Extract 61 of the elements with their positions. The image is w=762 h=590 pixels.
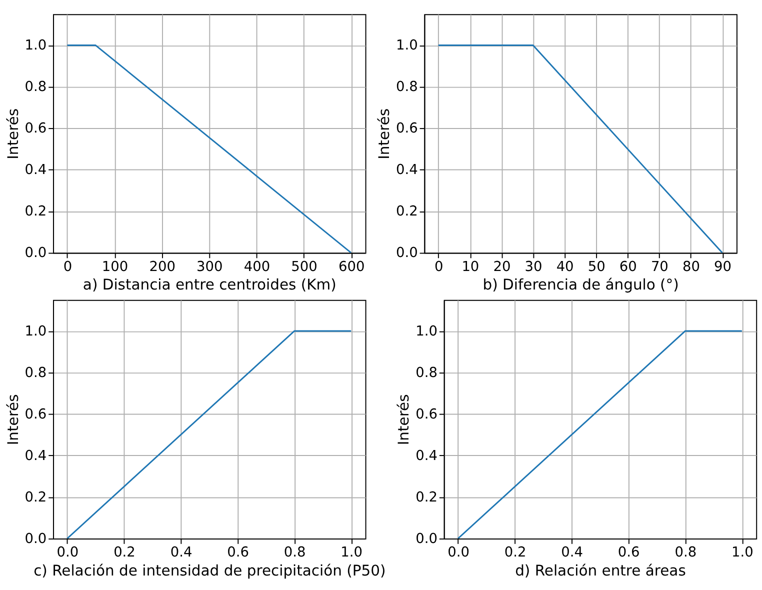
y-tick-label: 0.4	[24, 162, 47, 178]
x-tick-label: 300	[196, 258, 223, 275]
x-tick-label: 0.6	[227, 544, 249, 561]
y-tick-label: 0.2	[396, 204, 418, 220]
y-tick-label: 0.6	[416, 406, 438, 422]
y-tick-label: 0.0	[24, 245, 47, 262]
x-tick-label: 0.8	[284, 544, 306, 561]
y-tick-label: 0.0	[416, 530, 438, 547]
x-tick-label: 400	[244, 258, 270, 275]
x-tick-label: 0.2	[504, 544, 526, 561]
x-tick-label: 40	[556, 258, 574, 275]
x-tick-label: 600	[338, 258, 365, 275]
x-axis-title: a) Distancia entre centroides (Km)	[82, 276, 336, 294]
x-tick-label: 0.0	[448, 544, 470, 561]
x-tick-label: 1.0	[340, 544, 363, 561]
y-tick-label: 0.8	[24, 364, 47, 381]
y-tick-label: 1.0	[24, 38, 47, 54]
y-tick-label: 0.4	[396, 162, 418, 178]
y-tick-label: 0.6	[396, 120, 418, 137]
y-tick-label: 1.0	[416, 323, 438, 340]
y-tick-label: 0.6	[24, 406, 47, 422]
y-axis-title: Interés	[376, 108, 394, 160]
y-tick-label: 0.8	[416, 364, 438, 381]
x-tick-label: 60	[619, 258, 637, 275]
x-tick-label: 0.4	[170, 544, 192, 561]
x-axis-title: c) Relación de intensidad de precipitación (P50)	[34, 562, 386, 580]
y-axis-title: Interés	[396, 394, 413, 446]
x-tick-label: 0.2	[114, 544, 136, 561]
y-tick-label: 0.0	[24, 530, 47, 547]
y-tick-label: 1.0	[396, 38, 418, 54]
x-tick-label: 10	[462, 258, 480, 275]
x-tick-label: 90	[714, 258, 732, 275]
x-tick-label: 30	[524, 258, 542, 275]
x-tick-label: 80	[682, 258, 700, 275]
x-tick-label: 0	[63, 258, 72, 275]
y-tick-label: 0.2	[24, 204, 47, 220]
y-tick-label: 0.2	[416, 489, 438, 506]
y-tick-label: 0.8	[24, 79, 47, 96]
x-tick-label: 0	[434, 258, 444, 275]
y-tick-label: 0.0	[396, 245, 418, 262]
x-tick-label: 500	[291, 258, 318, 275]
x-axis-title: b) Diferencia de ángulo (°)	[482, 276, 679, 294]
y-tick-label: 0.4	[24, 448, 47, 464]
y-axis-title: Interés	[4, 108, 22, 160]
x-tick-label: 0.8	[674, 544, 697, 561]
x-tick-label: 0.4	[561, 544, 583, 561]
y-tick-label: 0.4	[416, 448, 438, 464]
y-axis-title: Interés	[4, 394, 22, 446]
x-tick-label: 0.0	[56, 544, 79, 561]
x-tick-label: 70	[650, 258, 668, 275]
x-tick-label: 20	[493, 258, 511, 275]
x-tick-label: 0.6	[618, 544, 640, 561]
x-axis-title: d) Relación entre áreas	[515, 562, 686, 580]
y-tick-label: 0.2	[24, 489, 47, 506]
y-tick-label: 1.0	[24, 323, 47, 340]
y-tick-label: 0.6	[24, 120, 47, 137]
x-tick-label: 100	[102, 258, 128, 275]
x-tick-label: 50	[588, 258, 606, 275]
x-tick-label: 1.0	[731, 544, 754, 561]
y-tick-label: 0.8	[396, 79, 418, 96]
x-tick-label: 200	[149, 258, 176, 275]
